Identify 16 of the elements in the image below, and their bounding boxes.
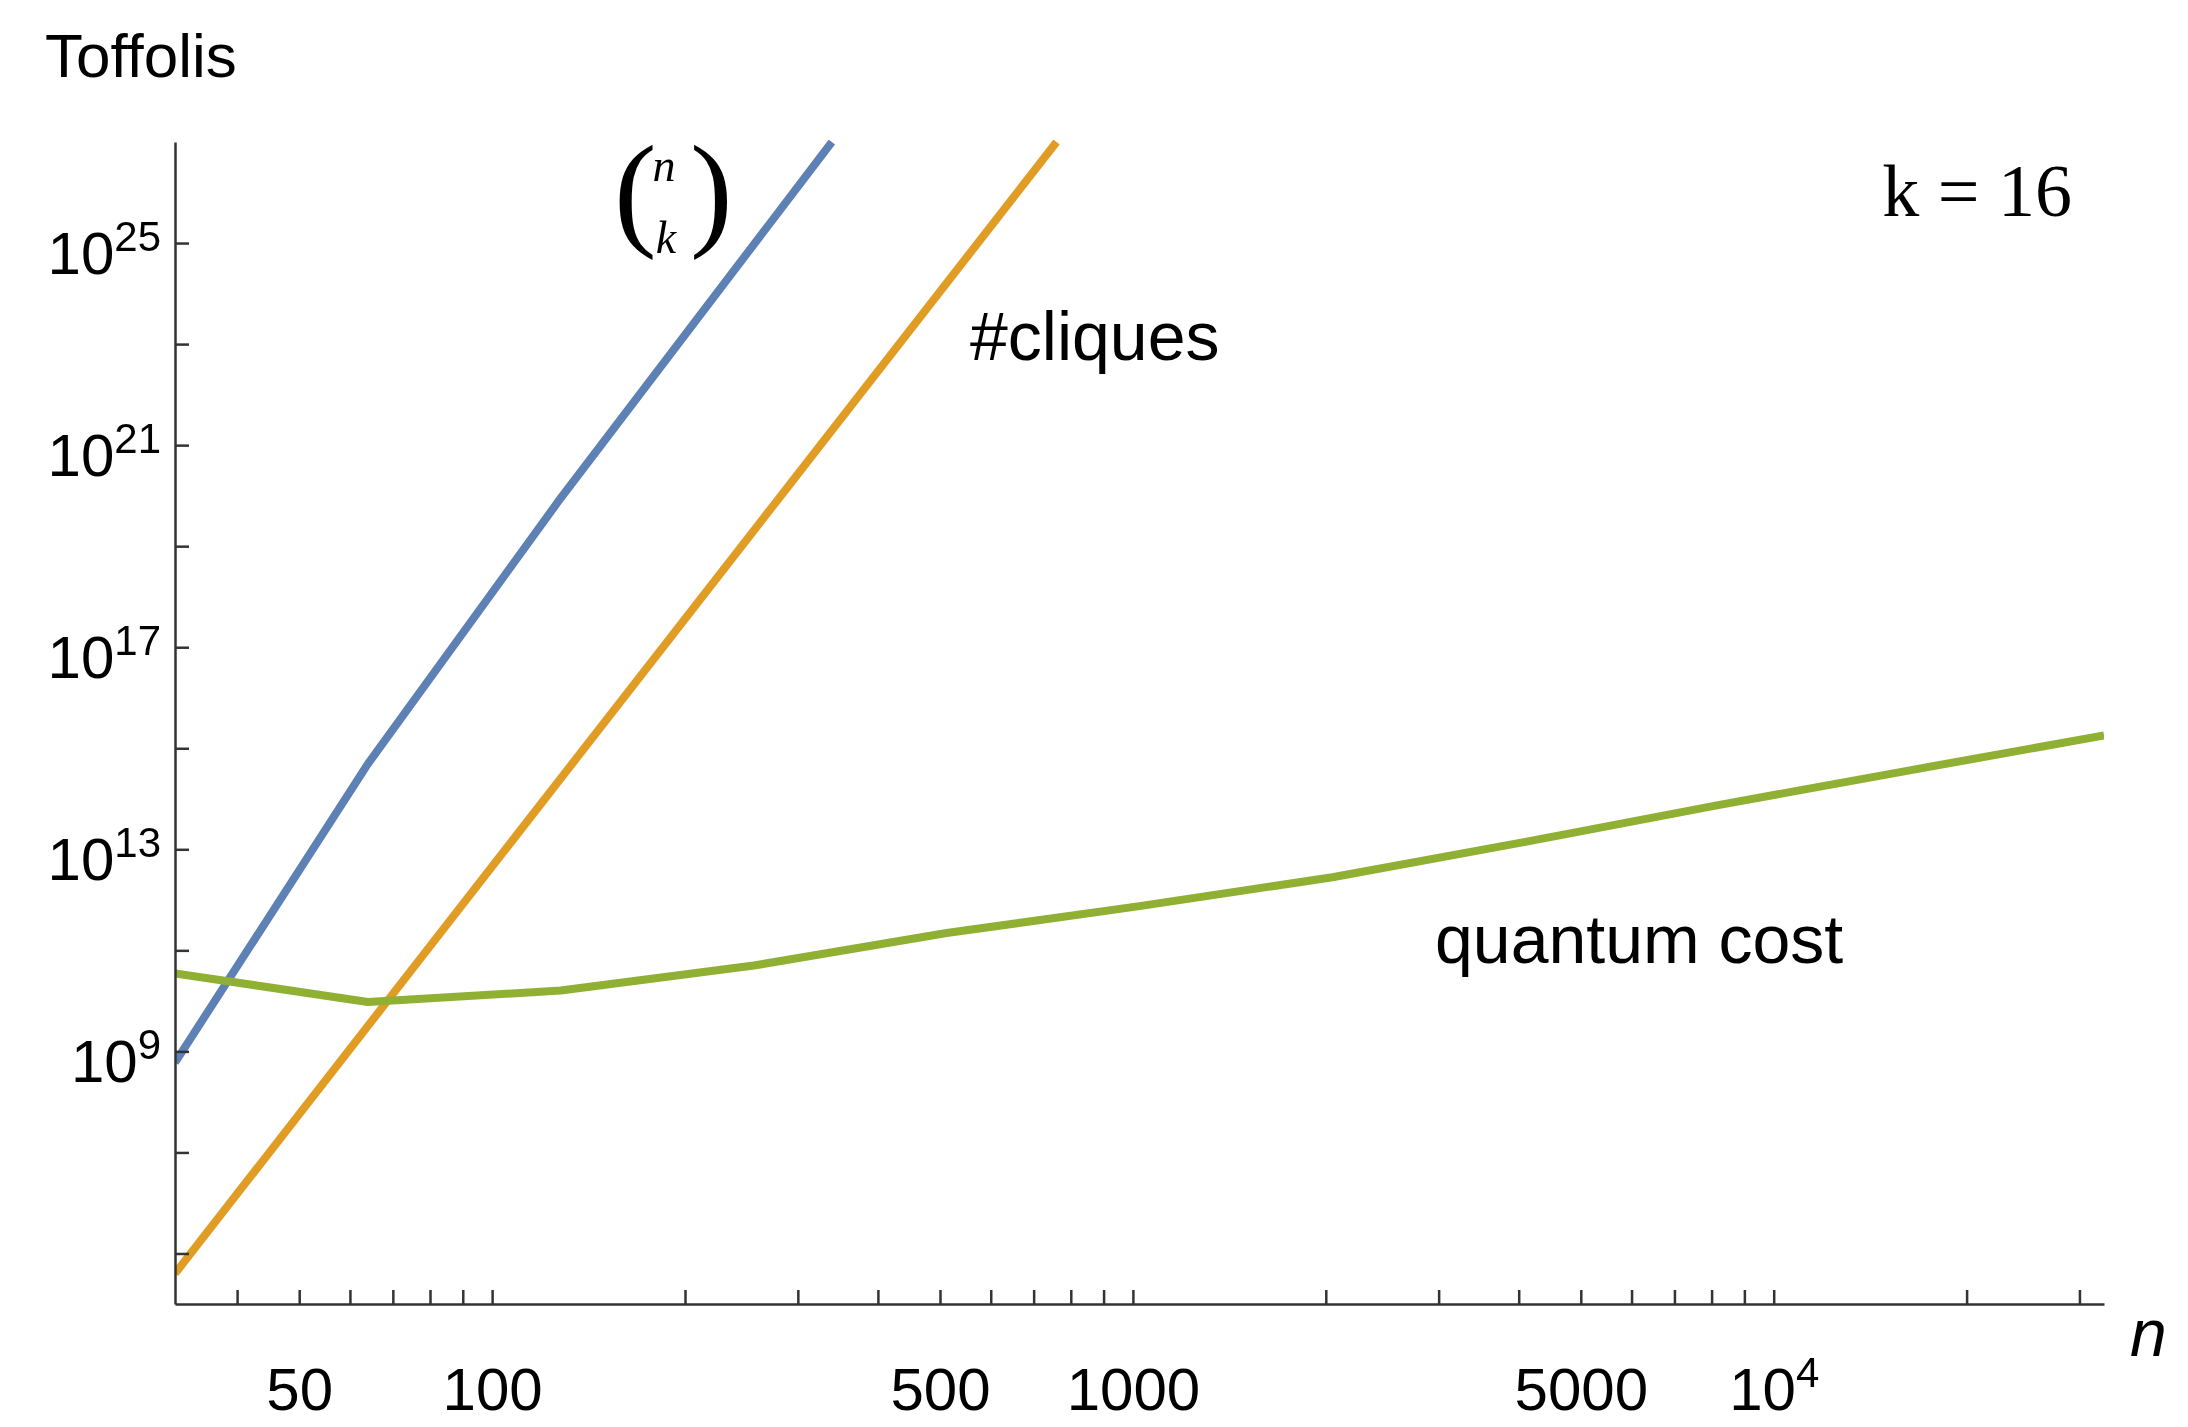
x-tick-label: 100 (442, 1356, 543, 1423)
y-tick-label: 10$^{9}$ (70, 1020, 161, 1095)
x-tick-label: 500 (890, 1356, 991, 1423)
x-tick-label: 1000 (1066, 1356, 1201, 1423)
y-tick-label: 10$^{13}$ (47, 818, 161, 893)
series-label: quantum cost (1435, 901, 1844, 977)
x-axis-title: n (2130, 1296, 2167, 1370)
x-tick-label: 5000 (1514, 1356, 1649, 1423)
annotation: k = 16 (1882, 150, 2072, 232)
y-tick-label: 10$^{25}$ (47, 212, 161, 287)
y-axis-title: Toffolis (45, 21, 237, 90)
y-tick-label: 10$^{17}$ (47, 616, 161, 691)
series-label: #cliques (970, 298, 1220, 374)
y-tick-label: 10$^{21}$ (47, 414, 161, 489)
x-tick-label: 10$^{4}$ (1729, 1348, 1820, 1423)
x-tick-label: 50 (266, 1356, 334, 1423)
